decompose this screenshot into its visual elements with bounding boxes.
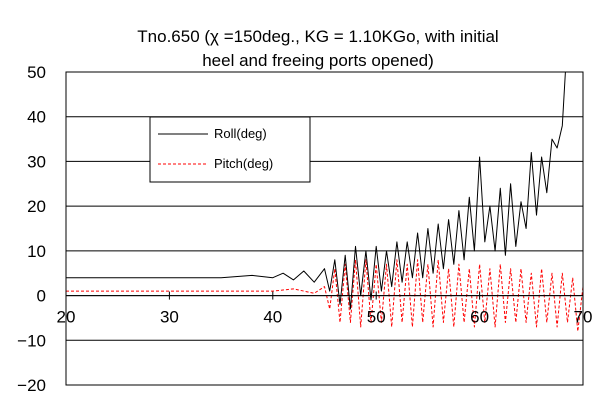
series-layer	[66, 72, 583, 331]
y-tick-label-5: 0	[37, 287, 46, 306]
tick-labels: 20 30 40 50 60 70 50 40 30 20 10 0 −10 −20	[17, 63, 592, 395]
x-tick-label-4: 60	[470, 308, 489, 327]
y-tick-label-3: 20	[27, 197, 46, 216]
y-tick-label-1: 40	[27, 108, 46, 127]
x-tick-label-1: 30	[160, 308, 179, 327]
plot-frame	[66, 72, 583, 385]
y-tick-label-6: −10	[17, 331, 46, 350]
x-tick-label-0: 20	[57, 308, 76, 327]
x-tick-label-5: 70	[574, 308, 593, 327]
y-tick-label-7: −20	[17, 376, 46, 395]
legend-label-roll: Roll(deg)	[214, 126, 267, 141]
y-tick-label-0: 50	[27, 63, 46, 82]
x-tick-label-2: 40	[263, 308, 282, 327]
legend: Roll(deg) Pitch(deg)	[150, 117, 310, 182]
legend-label-pitch: Pitch(deg)	[214, 156, 273, 171]
y-tick-label-4: 10	[27, 242, 46, 261]
axes	[66, 72, 583, 385]
x-tick-label-3: 50	[367, 308, 386, 327]
chart-title-line-1: Tno.650 (χ =150deg., KG = 1.10KGo, with …	[137, 27, 498, 46]
chart-title-line-2: heel and freeing ports opened)	[202, 51, 434, 70]
y-tick-label-2: 30	[27, 152, 46, 171]
grid-lines	[66, 117, 583, 341]
